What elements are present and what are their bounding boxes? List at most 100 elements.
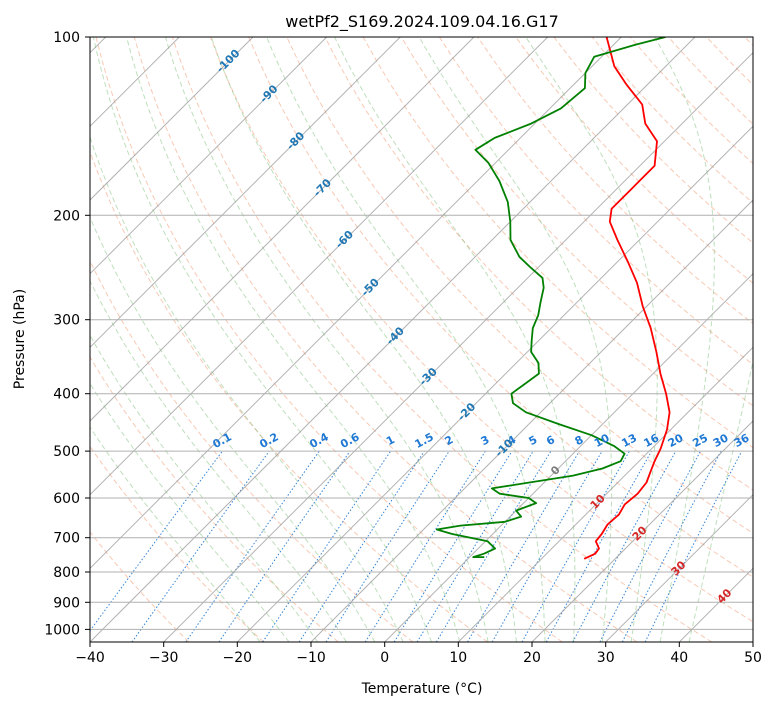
- dry-adiabat-line: [438, 37, 753, 366]
- moist-adiabat-line: [334, 37, 576, 642]
- y-tick-label: 700: [53, 531, 80, 547]
- dry-adiabat-line: [90, 259, 414, 642]
- x-tick-label: −30: [149, 650, 179, 666]
- mixing-ratio-label: 30: [711, 431, 731, 450]
- moist-adiabat-line: [418, 37, 613, 642]
- mixing-ratio-line: [364, 450, 486, 642]
- mixing-ratio-label: 1.5: [413, 430, 436, 451]
- mixing-ratio-label: 36: [732, 431, 752, 450]
- dewpoint-line: [435, 37, 666, 558]
- isotherm-line: [678, 567, 753, 642]
- mixing-ratio-line: [435, 450, 552, 642]
- mixing-ratio-label: 0.4: [307, 430, 331, 451]
- dry-adiabat-line: [133, 37, 638, 642]
- moist-adiabat-line: [688, 358, 753, 642]
- mixing-ratio-line: [393, 450, 513, 642]
- dry-adiabat-line: [90, 531, 190, 642]
- x-tick-label: 40: [670, 650, 688, 666]
- background-lines: [90, 37, 753, 642]
- mixing-ratio-line: [185, 450, 320, 642]
- mixing-ratio-label: 6: [544, 433, 557, 448]
- moist-adiabat-line: [90, 334, 319, 642]
- mixing-ratio-label: 13: [619, 431, 639, 450]
- x-tick-label: −10: [296, 650, 326, 666]
- dry-adiabat-line: [248, 37, 753, 578]
- mixing-ratio-line: [90, 450, 223, 632]
- isobar-gridlines: [90, 37, 753, 630]
- dry-adiabat-line: [90, 445, 264, 642]
- moist-adiabat-line: [90, 382, 290, 642]
- mixing-ratio-label: 20: [666, 431, 686, 450]
- dry-adiabat-line: [171, 37, 712, 642]
- moist-adiabat-line: [525, 37, 658, 642]
- mixing-ratio-line: [572, 450, 677, 642]
- mixing-ratio-line: [521, 450, 630, 642]
- mixing-ratio-label: 3: [479, 433, 492, 448]
- plot-frame: [89, 36, 754, 643]
- y-tick-label: 900: [53, 595, 80, 611]
- moist-adiabat-line: [90, 135, 404, 642]
- y-tick-label: 1000: [44, 622, 80, 638]
- isotherm-line: [90, 37, 549, 496]
- dry-adiabat-line: [515, 37, 753, 284]
- mixing-ratio-label: 2: [443, 433, 456, 448]
- isotherm-line: [90, 37, 475, 422]
- y-tick-label: 400: [53, 387, 80, 403]
- mixing-ratio-label: 10: [592, 431, 612, 450]
- mixing-ratio-label: 1: [384, 433, 397, 448]
- x-tick-label: 30: [597, 650, 615, 666]
- y-axis: 100 200 300 400 500 600 700 800 900 1000: [44, 30, 90, 638]
- dry-adiabat-line: [744, 37, 753, 47]
- isotherm-line: [605, 493, 753, 642]
- moist-adiabat-line: [164, 37, 489, 642]
- mixing-ratio-line: [545, 450, 653, 642]
- mixing-ratio-label: 5: [527, 433, 540, 448]
- moist-adiabat-line: [210, 37, 517, 642]
- dry-adiabat-line: [90, 150, 488, 642]
- y-tick-label: 300: [53, 313, 80, 329]
- mixing-ratio-label: 0.1: [211, 430, 234, 451]
- dry-adiabat-line: [95, 37, 563, 642]
- x-tick-label: −20: [223, 650, 253, 666]
- isotherm-line: [90, 37, 401, 349]
- mixing-ratio-label: 16: [642, 431, 662, 450]
- moist-adiabat-line: [90, 215, 376, 642]
- isotherm-line: [163, 51, 753, 642]
- temperature-line: [583, 37, 671, 560]
- dry-adiabat-line: [553, 37, 753, 244]
- x-tick-label: 50: [744, 650, 762, 666]
- mixing-ratio-line: [218, 450, 351, 642]
- dry-adiabat-line: [210, 37, 753, 623]
- mixing-ratio-label: 0.2: [257, 430, 280, 451]
- isotherm-line: [531, 420, 753, 642]
- mixing-ratio-line: [131, 450, 270, 642]
- mixing-ratio-line: [644, 450, 743, 642]
- moist-adiabat-line: [92, 37, 432, 642]
- x-axis: −40 −30 −20 −10 0 10 20 30 40 50: [75, 642, 762, 666]
- moist-adiabat-line: [126, 37, 461, 642]
- isotherm-line: [384, 272, 753, 642]
- mixing-ratio-line: [621, 450, 722, 642]
- dry-adiabat-line: [324, 37, 753, 491]
- x-axis-label: Temperature (°C): [361, 681, 483, 697]
- isotherm-line: [236, 125, 753, 642]
- sounding-lines: [435, 37, 671, 560]
- y-axis-label: Pressure (hPa): [12, 289, 28, 389]
- mixing-ratio-line: [298, 450, 425, 642]
- isotherm-line: [90, 37, 328, 275]
- mixing-ratio-label: 25: [690, 431, 710, 450]
- x-tick-label: 20: [523, 650, 541, 666]
- y-tick-label: 100: [53, 30, 80, 46]
- isotherm-line: [752, 641, 753, 642]
- y-tick-label: 600: [53, 491, 80, 507]
- x-tick-label: 0: [380, 650, 389, 666]
- y-tick-label: 200: [53, 208, 80, 224]
- y-tick-label: 800: [53, 565, 80, 581]
- mixing-ratio-label: 8: [573, 433, 586, 448]
- moist-adiabat-line: [266, 37, 546, 642]
- isotherm-line: [90, 37, 254, 201]
- moist-adiabat-line: [654, 37, 715, 642]
- isotherm-line: [310, 199, 753, 642]
- isotherm-line: [90, 37, 622, 570]
